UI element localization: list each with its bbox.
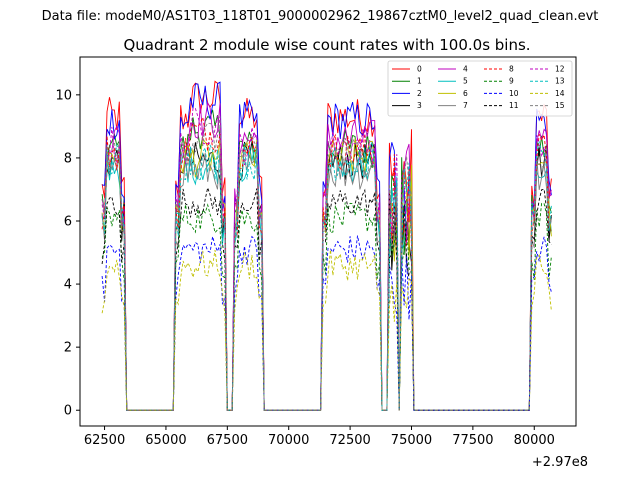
x-tick-label: 67500 [207,433,248,448]
series-lines [101,80,552,411]
legend-label-15: 15 [555,101,565,110]
legend-label-3: 3 [417,101,422,110]
x-tick-label: 72500 [329,433,370,448]
legend-label-6: 6 [463,89,468,98]
legend-label-10: 10 [509,89,519,98]
series-line-14 [101,249,552,411]
x-tick-label: 62500 [84,433,125,448]
series-line-0 [101,80,552,411]
legend-label-4: 4 [463,65,468,74]
legend-label-9: 9 [509,77,514,86]
legend-label-2: 2 [417,89,422,98]
plot-area: 62500 65000 67500 70000 72500 75000 77500 80000… [55,56,588,470]
legend-label-1: 1 [417,77,422,86]
series-line-4 [101,101,552,411]
chart-title: Quadrant 2 module wise count rates with … [123,36,530,54]
legend-label-11: 11 [509,101,519,110]
legend-label-7: 7 [463,101,468,110]
legend-label-0: 0 [417,65,422,74]
series-line-10 [101,235,552,411]
legend-label-14: 14 [555,89,565,98]
y-tick-label: 0 [64,404,72,419]
y-axis: 0 2 4 6 8 10 [55,88,80,419]
x-tick-label: 70000 [268,433,309,448]
suptitle: Data file: modeM0/AS1T03_118T01_90000029… [42,9,599,24]
series-line-15 [101,116,552,411]
x-offset-label: +2.97e8 [532,455,588,470]
y-tick-label: 4 [64,278,72,293]
y-tick-label: 2 [64,341,72,356]
legend-label-5: 5 [463,77,468,86]
x-tick-label: 65000 [145,433,186,448]
legend-label-13: 13 [555,77,565,86]
legend-box [387,60,573,117]
y-tick-label: 6 [64,215,72,230]
x-tick-label: 75000 [391,433,432,448]
x-tick-label: 80000 [514,433,555,448]
x-tick-label: 77500 [452,433,493,448]
x-axis: 62500 65000 67500 70000 72500 75000 77500 80000 [84,426,555,448]
legend-label-12: 12 [555,65,565,74]
y-tick-label: 10 [55,88,72,103]
y-tick-label: 8 [64,151,72,166]
axes-frame [79,56,577,427]
legend-label-8: 8 [509,65,514,74]
series-line-11 [101,186,552,411]
series-line-9 [101,202,552,411]
